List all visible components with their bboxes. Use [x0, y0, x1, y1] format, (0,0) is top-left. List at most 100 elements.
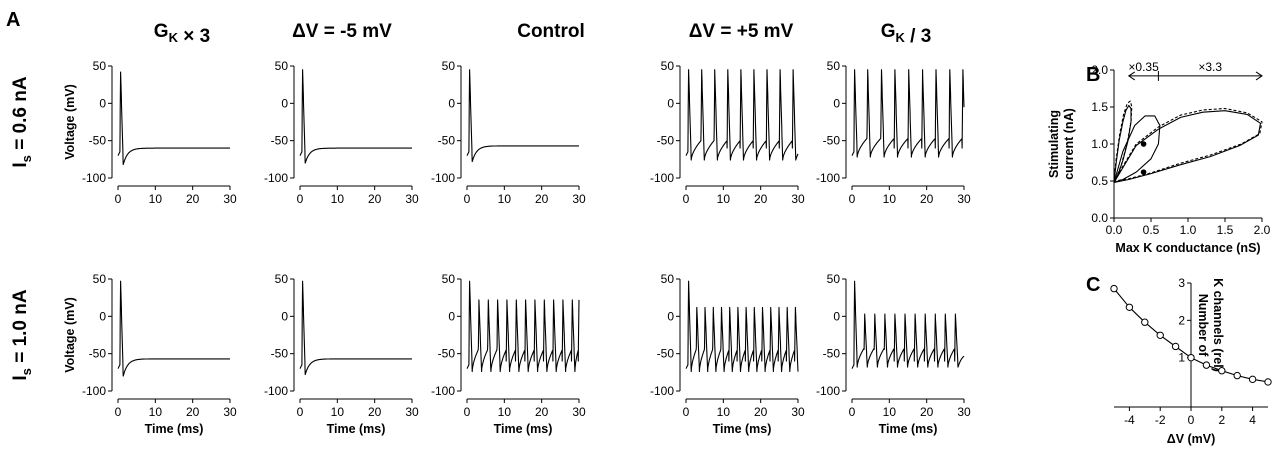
y-tick-label: 50: [827, 272, 841, 286]
trace-plot-r0-c4: 50 0 -50 -100 0 10 20 30: [816, 59, 971, 206]
voltage-trace: [117, 280, 231, 377]
arrowhead-right: [1255, 71, 1263, 81]
x-tick-label: 20: [186, 405, 200, 419]
x-tick-label: 10: [149, 405, 163, 419]
region-boundary-2: [1113, 115, 1161, 184]
x-tick-label: 30: [405, 405, 419, 419]
panel-a-voltage-traces: 50 0 -50 -100 0 10 20 30 Voltage (mV) 50 0 -50 -100 0…: [63, 59, 971, 436]
y-tick-label: 50: [442, 59, 456, 73]
column-title-0: GK × 3: [154, 21, 210, 47]
x-tick-label: 0: [849, 192, 856, 206]
x-axis-label: Time (ms): [879, 422, 938, 436]
voltage-trace: [685, 280, 799, 373]
title-part: ΔV = -5 mV: [292, 21, 392, 42]
x-tick-label: 10: [717, 405, 731, 419]
y-tick-label: 0.0: [1091, 211, 1108, 225]
y-tick-label: -50: [657, 347, 675, 361]
data-point-10: [1264, 378, 1272, 386]
trace-plot-r1-c2: 50 0 -50 -100 0 10 20 30 Time (ms): [431, 272, 586, 436]
data-point-1: [1125, 303, 1134, 311]
x-tick-label: 0: [297, 192, 304, 206]
y-tick-label: 0: [667, 309, 674, 323]
arrow-right-label: ×3.3: [1198, 60, 1222, 74]
x-tick-label: 10: [331, 405, 345, 419]
x-tick-label: 20: [920, 405, 934, 419]
y-tick-label: 2.0: [1091, 63, 1108, 77]
x-tick-label: 0.5: [1143, 223, 1160, 237]
x-tick-label: 20: [754, 192, 768, 206]
region-boundary-3: [1113, 110, 1262, 184]
column-title-2: Control: [517, 21, 585, 42]
y-tick-label: 0: [448, 309, 455, 323]
y-tick-label: -100: [264, 171, 288, 185]
title-part: K: [169, 30, 179, 45]
region-boundary-4: [1113, 107, 1263, 182]
voltage-trace: [466, 69, 580, 163]
y-axis-label-0: Number of: [1196, 294, 1210, 357]
y-tick-label: 0: [833, 309, 840, 323]
x-tick-label: 10: [883, 192, 897, 206]
x-tick-label: -2: [1155, 413, 1166, 427]
x-tick-label: 0: [115, 405, 122, 419]
y-tick-label: 50: [661, 272, 675, 286]
column-titles: GK × 3 ΔV = -5 mV Control ΔV = +5 mV GK / 3: [154, 21, 931, 47]
y-axis-label-1: K channels (rel): [1211, 278, 1225, 372]
y-axis-label: Voltage (mV): [63, 297, 77, 372]
voltage-trace: [851, 69, 965, 158]
data-point-0: [1110, 284, 1118, 293]
y-tick-label: 50: [275, 59, 289, 73]
y-tick-label: 0: [99, 309, 106, 323]
y-tick-label: 0: [99, 96, 106, 110]
x-tick-label: 30: [223, 405, 237, 419]
column-title-4: GK / 3: [881, 21, 932, 47]
x-tick-label: 4: [1249, 413, 1256, 427]
x-axis-label: Time (ms): [713, 422, 772, 436]
row-label-1: Is = 1.0 nA: [10, 289, 34, 380]
x-tick-label: 0.0: [1106, 223, 1123, 237]
x-tick-label: 10: [331, 192, 345, 206]
y-tick-label: 1: [1178, 351, 1185, 365]
x-tick-label: 20: [186, 192, 200, 206]
region-boundary-1: [1113, 100, 1133, 182]
trace-plot-r1-c3: 50 0 -50 -100 0 10 20 30 Time (ms): [650, 272, 805, 436]
panel-c-channels-plot: 1 2 3 -4 -2 0 2 4 ΔV (mV) Number of K channels (re…: [1110, 276, 1272, 446]
data-point-4: [1171, 342, 1180, 351]
x-axis-label: Time (ms): [494, 422, 553, 436]
x-tick-label: 0: [464, 192, 471, 206]
panel-label-a: A: [6, 9, 20, 31]
y-axis-label: Voltage (mV): [63, 84, 77, 159]
x-tick-label: 0: [464, 405, 471, 419]
panel-b-conductance-plot: 0.0 0.5 1.0 1.5 2.0 0.0 0.5 1.0 1.5 2.0 Max K cond…: [1047, 60, 1271, 255]
arrow-left-label: ×0.35: [1128, 60, 1159, 74]
trace-plot-r0-c0: 50 0 -50 -100 0 10 20 30 Voltage (mV): [63, 59, 237, 206]
trace-plot-r0-c2: 50 0 -50 -100 0 10 20 30: [431, 59, 586, 206]
row-label-sub: s: [19, 155, 34, 162]
data-point-2: [1141, 318, 1149, 326]
y-tick-label: 0: [281, 309, 288, 323]
y-tick-label: -50: [89, 347, 107, 361]
x-tick-label: 30: [405, 192, 419, 206]
y-tick-label: -100: [816, 171, 840, 185]
row-label-main: I: [10, 162, 31, 167]
row-label-value: = 1.0 nA: [10, 289, 31, 368]
x-tick-label: 0: [1188, 413, 1195, 427]
y-tick-label: 50: [661, 59, 675, 73]
data-point-8: [1233, 371, 1241, 380]
y-tick-label: -50: [271, 134, 289, 148]
y-tick-label: 1.5: [1091, 100, 1108, 114]
y-tick-label: 50: [275, 272, 289, 286]
x-tick-label: 20: [535, 192, 549, 206]
title-part: G: [154, 21, 169, 42]
x-tick-label: 0: [115, 192, 122, 206]
title-part: G: [881, 21, 896, 42]
trace-plot-r0-c1: 50 0 -50 -100 0 10 20 30: [264, 59, 419, 206]
data-point-7: [1218, 367, 1226, 375]
arrowhead-left: [1127, 71, 1136, 81]
x-tick-label: 0: [683, 405, 690, 419]
y-tick-label: -100: [264, 384, 288, 398]
y-tick-label: 50: [93, 59, 107, 73]
x-tick-label: 0: [683, 192, 690, 206]
data-point-0: [1140, 141, 1147, 147]
x-tick-label: 30: [572, 405, 586, 419]
